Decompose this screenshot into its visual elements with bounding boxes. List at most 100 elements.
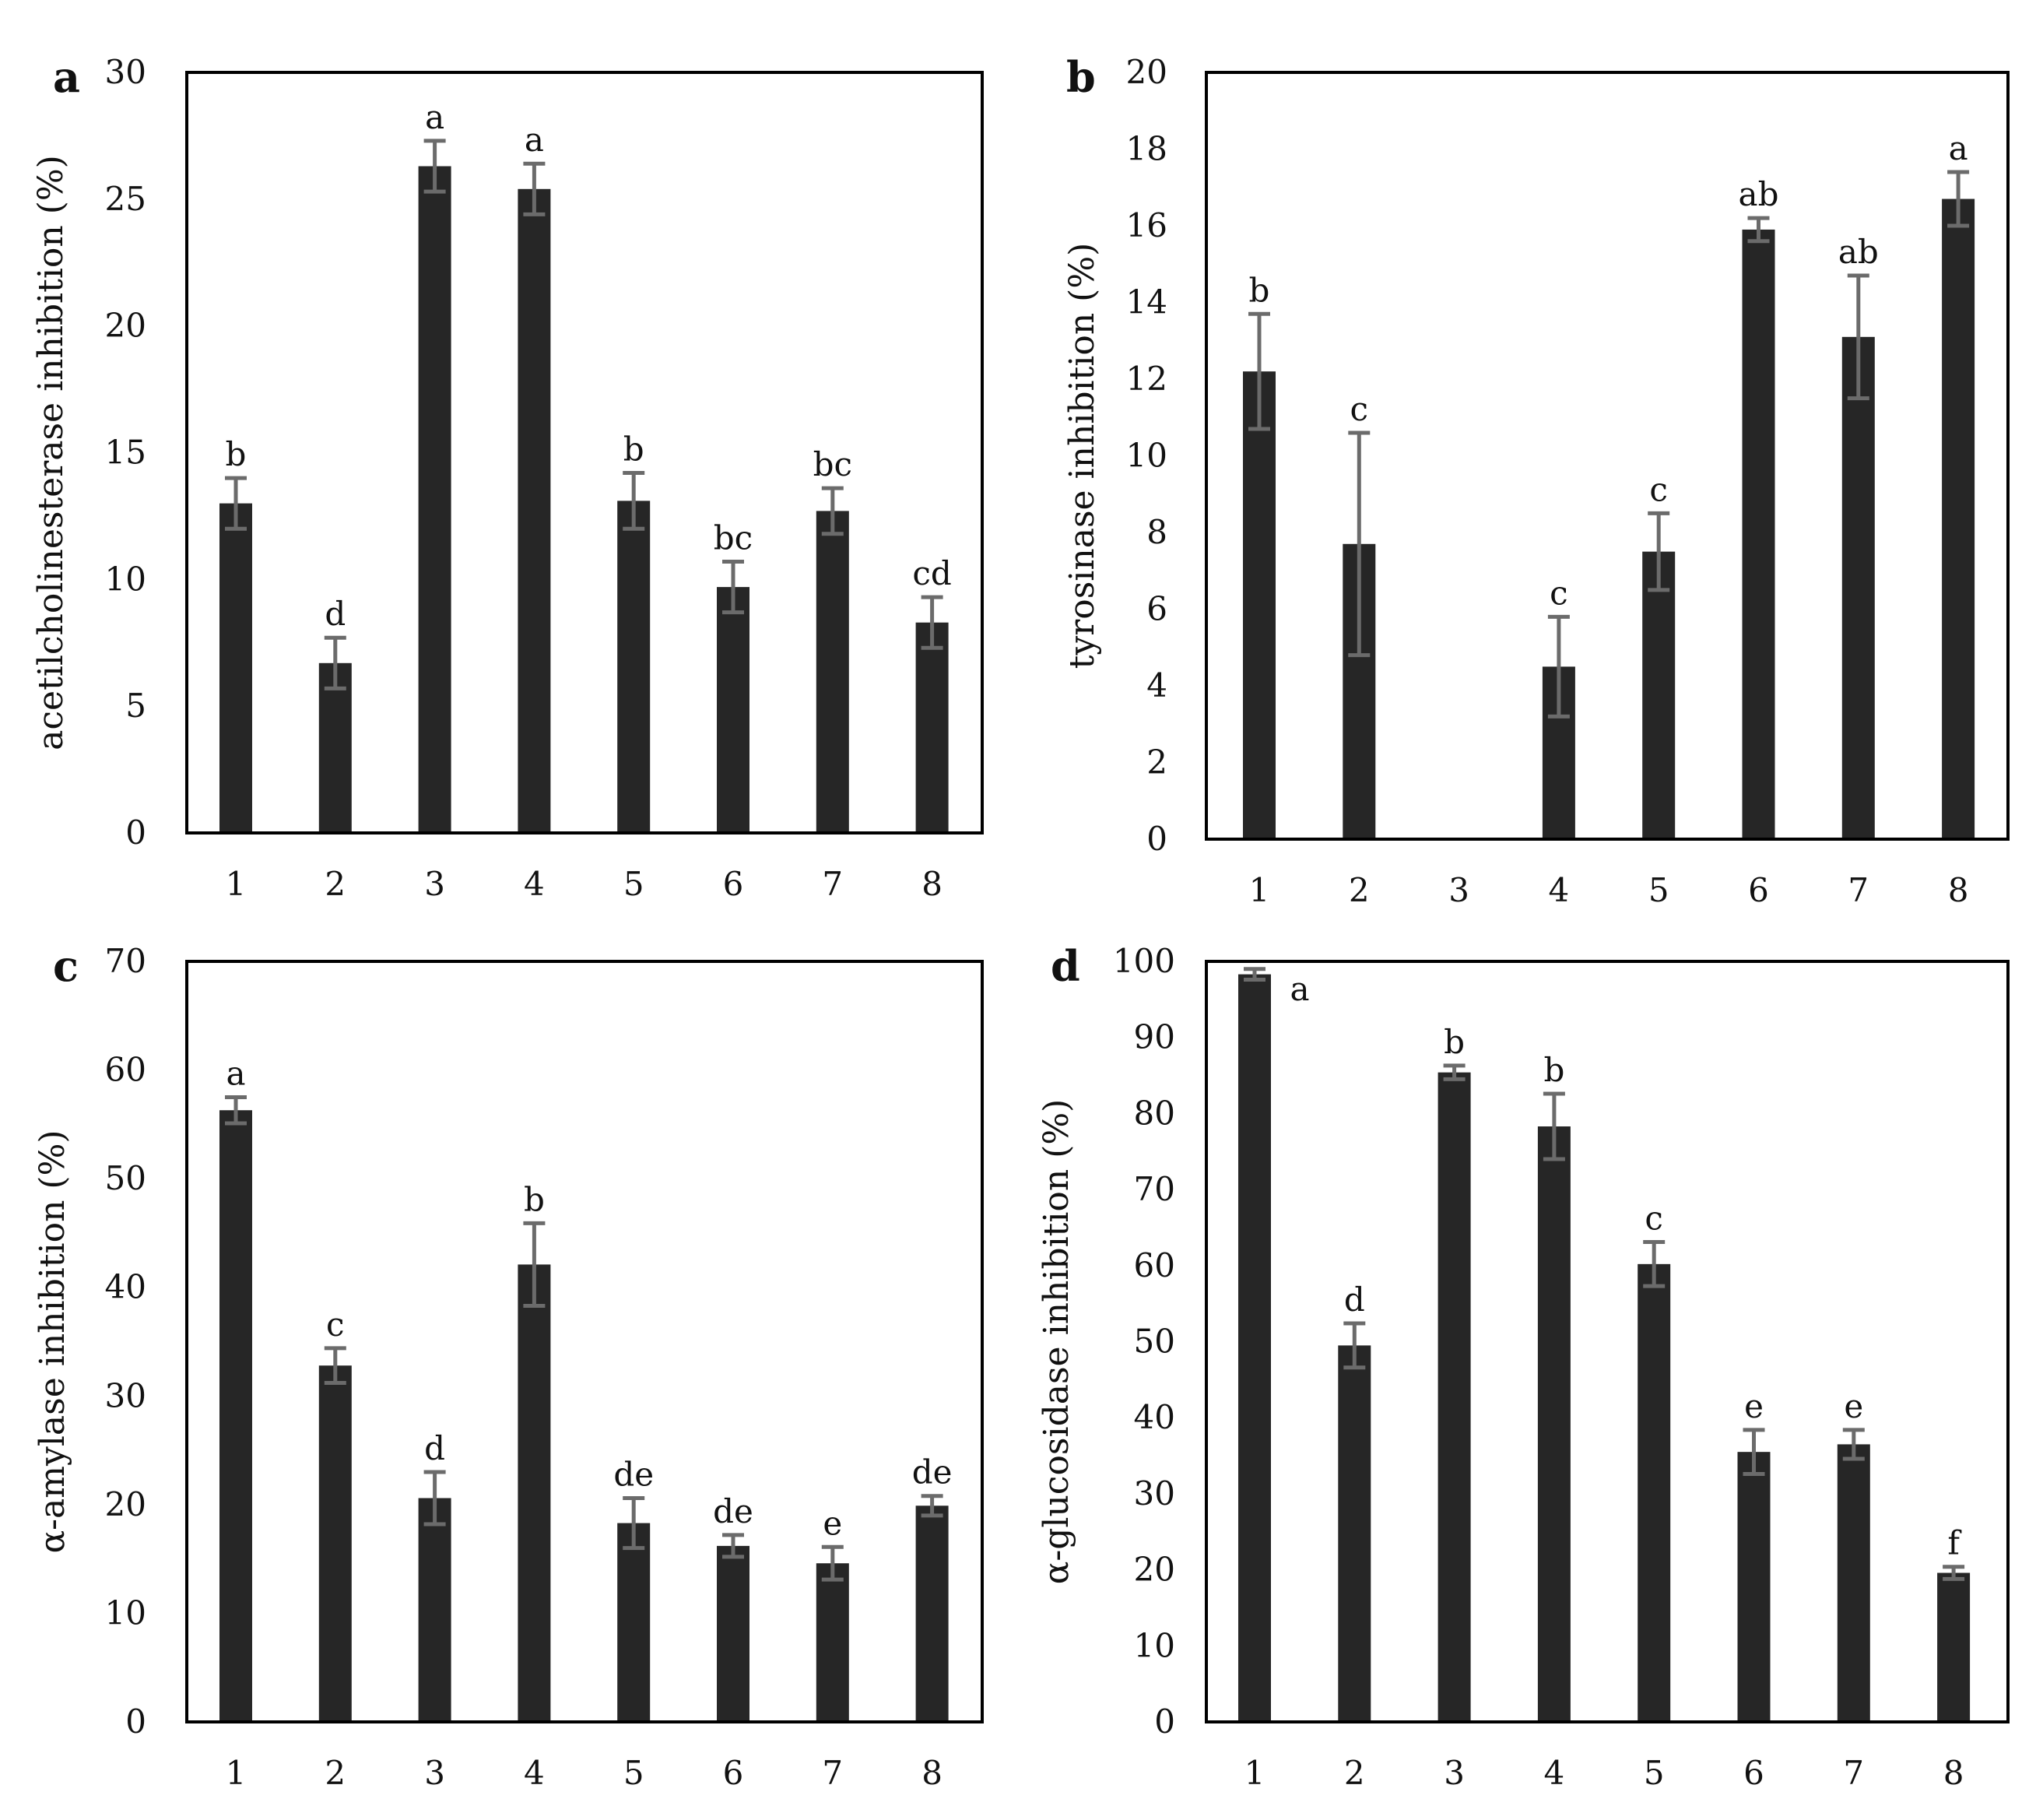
- significance-label-d-7: e: [1844, 1387, 1863, 1425]
- bar-d-1: [1238, 974, 1271, 1722]
- significance-label-c-6: de: [713, 1492, 753, 1530]
- bar-c-3: [418, 1498, 451, 1722]
- bar-c-8: [915, 1506, 949, 1722]
- significance-label-b-7: ab: [1838, 233, 1879, 271]
- bar-a-4: [518, 188, 551, 834]
- y-tick-label: 10: [1126, 437, 1167, 475]
- y-tick-label: 4: [1146, 666, 1167, 704]
- significance-label-d-5: c: [1645, 1200, 1663, 1238]
- x-tick-label: 7: [1848, 871, 1869, 909]
- x-tick-label: 8: [1948, 871, 1969, 909]
- significance-label-c-7: e: [823, 1504, 842, 1542]
- bar-b-6: [1742, 229, 1775, 839]
- bar-a-6: [717, 587, 749, 833]
- plot-frame-b: [1205, 71, 2010, 841]
- y-tick-label: 40: [105, 1268, 146, 1306]
- bar-a-1: [219, 503, 252, 833]
- bar-a-5: [617, 501, 651, 833]
- significance-label-d-8: f: [1947, 1524, 1962, 1562]
- y-tick-label: 8: [1146, 513, 1167, 551]
- y-tick-label: 10: [105, 560, 146, 598]
- x-tick-label: 1: [226, 1754, 247, 1792]
- significance-label-c-8: de: [912, 1453, 953, 1491]
- y-axis-title-a: acetilcholinesterase inhibition (%): [31, 155, 71, 750]
- y-tick-label: 30: [105, 53, 146, 91]
- significance-label-a-4: a: [525, 121, 544, 159]
- significance-label-a-3: a: [425, 98, 444, 136]
- y-tick-label: 18: [1126, 130, 1167, 168]
- y-tick-label: 30: [105, 1376, 146, 1414]
- significance-label-a-7: bc: [813, 445, 852, 483]
- bar-a-2: [318, 662, 352, 833]
- y-tick-label: 70: [1134, 1170, 1175, 1208]
- x-tick-label: 2: [1349, 871, 1370, 909]
- bar-b-5: [1642, 551, 1676, 839]
- x-tick-label: 8: [921, 865, 943, 903]
- y-tick-label: 70: [105, 942, 146, 980]
- y-tick-label: 80: [1134, 1094, 1175, 1132]
- y-tick-label: 20: [1134, 1551, 1175, 1589]
- x-tick-label: 6: [1743, 1754, 1764, 1792]
- bar-c-4: [518, 1264, 551, 1722]
- y-tick-label: 60: [1134, 1246, 1175, 1284]
- x-tick-label: 1: [1249, 871, 1270, 909]
- y-tick-label: 90: [1134, 1018, 1175, 1056]
- y-tick-label: 50: [1134, 1323, 1175, 1361]
- panel-letter-c: c: [53, 941, 79, 991]
- x-tick-label: 5: [1644, 1754, 1665, 1792]
- significance-label-a-1: b: [226, 435, 247, 473]
- panel-letter-b: b: [1066, 52, 1096, 102]
- y-tick-label: 20: [1126, 53, 1167, 91]
- significance-label-d-6: e: [1744, 1387, 1764, 1425]
- significance-label-b-4: c: [1550, 574, 1568, 612]
- significance-label-c-2: c: [326, 1305, 345, 1344]
- bar-b-1: [1243, 371, 1276, 839]
- bar-a-3: [418, 166, 451, 833]
- x-tick-label: 7: [1843, 1754, 1864, 1792]
- y-tick-label: 2: [1146, 743, 1167, 782]
- y-tick-label: 100: [1113, 942, 1175, 980]
- y-axis-title-c: α-amylase inhibition (%): [33, 1130, 72, 1553]
- significance-label-d-4: b: [1543, 1051, 1564, 1089]
- bar-c-1: [219, 1110, 252, 1722]
- bar-d-6: [1737, 1452, 1771, 1722]
- x-tick-label: 3: [1448, 871, 1469, 909]
- bar-c-7: [816, 1563, 849, 1722]
- x-tick-label: 2: [325, 865, 346, 903]
- bar-a-7: [816, 511, 849, 833]
- y-tick-label: 40: [1134, 1398, 1175, 1436]
- x-tick-label: 3: [1444, 1754, 1465, 1792]
- x-tick-label: 8: [1943, 1754, 1964, 1792]
- y-tick-label: 5: [125, 687, 146, 725]
- bar-d-5: [1638, 1263, 1671, 1722]
- x-tick-label: 7: [822, 1754, 843, 1792]
- significance-label-a-8: cd: [912, 554, 951, 592]
- y-tick-label: 0: [1146, 820, 1167, 858]
- significance-label-a-6: bc: [714, 519, 753, 557]
- y-tick-label: 12: [1126, 360, 1167, 398]
- bar-d-4: [1537, 1126, 1571, 1722]
- x-tick-label: 6: [723, 865, 744, 903]
- x-tick-label: 4: [524, 1754, 545, 1792]
- x-tick-label: 6: [1748, 871, 1769, 909]
- y-tick-label: 0: [125, 813, 146, 852]
- y-tick-label: 10: [105, 1593, 146, 1632]
- x-tick-label: 4: [1544, 1754, 1565, 1792]
- significance-label-b-8: a: [1949, 129, 1968, 167]
- significance-label-b-6: ab: [1739, 175, 1779, 213]
- plot-frame-a: [185, 71, 984, 834]
- x-tick-label: 5: [623, 865, 644, 903]
- bar-a-8: [915, 622, 949, 833]
- panel-letter-d: d: [1051, 941, 1080, 991]
- bar-b-8: [1942, 199, 1975, 839]
- significance-label-c-4: b: [524, 1180, 545, 1218]
- significance-label-b-5: c: [1649, 470, 1668, 508]
- significance-label-c-1: a: [226, 1054, 245, 1092]
- bar-d-8: [1937, 1572, 1971, 1722]
- y-tick-label: 14: [1126, 283, 1167, 321]
- significance-label-a-2: d: [325, 595, 346, 633]
- bar-d-7: [1837, 1444, 1870, 1722]
- x-tick-label: 5: [623, 1754, 644, 1792]
- plot-frame-d: [1205, 960, 2010, 1723]
- significance-label-b-2: c: [1350, 390, 1369, 428]
